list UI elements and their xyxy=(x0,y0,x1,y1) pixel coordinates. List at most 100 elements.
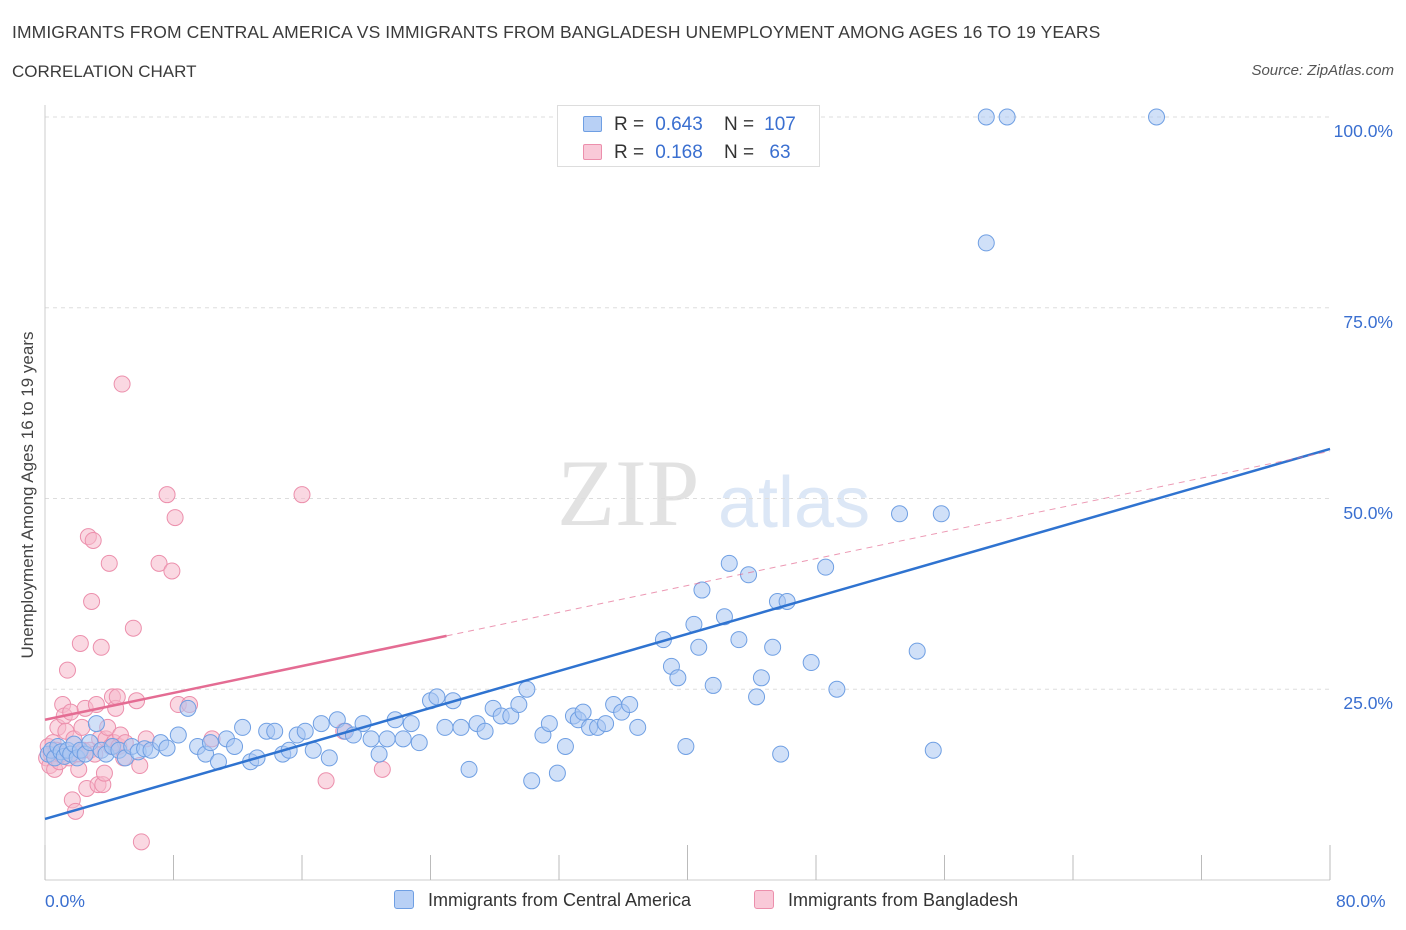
central-america-point xyxy=(802,654,820,672)
bangladesh-trend-extension xyxy=(446,450,1331,637)
central-america-point xyxy=(226,737,244,755)
pink-swatch xyxy=(583,144,602,160)
bangladesh-point xyxy=(113,375,131,393)
central-america-point xyxy=(523,772,541,790)
central-america-point xyxy=(476,722,494,740)
central-america-point xyxy=(402,715,420,733)
stats-row-bangladesh: R = 0.168 N = 63 xyxy=(558,138,819,166)
y-tick-label: 75.0% xyxy=(1343,311,1393,332)
bangladesh-point xyxy=(95,764,113,782)
bangladesh-point xyxy=(373,760,391,778)
legend-label: Immigrants from Central America xyxy=(428,890,692,910)
n-value: 63 xyxy=(769,142,791,163)
bangladesh-point xyxy=(100,554,118,572)
watermark-zip: ZIP xyxy=(557,440,700,546)
central-america-point xyxy=(908,642,926,660)
central-america-point xyxy=(320,749,338,767)
central-america-point xyxy=(548,764,566,782)
x-tick-min: 0.0% xyxy=(45,891,85,911)
central-america-point xyxy=(87,715,105,733)
central-america-point xyxy=(932,505,950,523)
n-label: N = xyxy=(724,114,755,135)
central-america-point xyxy=(540,715,558,733)
central-america-point xyxy=(977,234,995,252)
bangladesh-point xyxy=(92,638,110,656)
central-america-point xyxy=(764,638,782,656)
bangladesh-point xyxy=(84,531,102,549)
source-note: Source: ZipAtlas.com xyxy=(1251,62,1394,79)
central-america-point xyxy=(772,745,790,763)
bangladesh-points xyxy=(38,375,391,851)
central-america-point xyxy=(730,631,748,649)
bangladesh-point xyxy=(83,593,101,611)
central-america-point xyxy=(1148,108,1166,126)
central-america-point xyxy=(977,108,995,126)
central-america-point xyxy=(362,730,380,748)
central-america-point xyxy=(924,741,942,759)
central-america-points xyxy=(39,108,1166,790)
chart-title: IMMIGRANTS FROM CENTRAL AMERICA VS IMMIG… xyxy=(12,22,1101,42)
central-america-point xyxy=(394,730,412,748)
central-america-point xyxy=(704,676,722,694)
central-america-point xyxy=(370,745,388,763)
y-tick-label: 100.0% xyxy=(1333,121,1393,141)
central-america-point xyxy=(669,669,687,687)
central-america-point xyxy=(998,108,1016,126)
bangladesh-point xyxy=(163,562,181,580)
pink-swatch xyxy=(754,890,774,909)
central-america-point xyxy=(158,739,176,757)
blue-swatch xyxy=(583,116,602,132)
central-america-point xyxy=(428,688,446,706)
y-axis-label: Unemployment Among Ages 16 to 19 years xyxy=(18,331,37,659)
central-america-point xyxy=(597,715,615,733)
y-tick-label: 25.0% xyxy=(1343,693,1393,714)
central-america-point xyxy=(410,734,428,752)
central-america-point xyxy=(621,696,639,714)
bangladesh-point xyxy=(293,486,311,504)
central-america-point xyxy=(556,737,574,755)
central-america-point xyxy=(266,722,284,740)
central-america-point xyxy=(378,730,396,748)
y-tick-label: 50.0% xyxy=(1343,502,1393,523)
bangladesh-point xyxy=(132,833,150,851)
central-america-point xyxy=(740,566,758,584)
stats-row-central-america: R = 0.643 N = 107 xyxy=(558,110,819,138)
bangladesh-point xyxy=(73,718,91,736)
central-america-point xyxy=(693,581,711,599)
gridlines xyxy=(45,116,1330,690)
central-america-point xyxy=(201,734,219,752)
watermark-atlas: atlas xyxy=(718,463,870,543)
central-america-point xyxy=(460,760,478,778)
central-america-point xyxy=(510,696,528,714)
central-america-point xyxy=(629,718,647,736)
blue-swatch xyxy=(394,890,414,909)
central-america-point xyxy=(720,554,738,572)
watermark: ZIP atlas xyxy=(557,440,870,546)
central-america-point xyxy=(436,718,454,736)
r-value: 0.643 xyxy=(655,114,703,135)
central-america-point xyxy=(574,703,592,721)
central-america-point xyxy=(304,741,322,759)
bangladesh-point xyxy=(166,509,184,527)
chart-subtitle: CORRELATION CHART xyxy=(12,62,197,81)
bangladesh-point xyxy=(124,619,142,637)
r-value: 0.168 xyxy=(655,142,703,163)
central-america-point xyxy=(234,718,252,736)
legend-label: Immigrants from Bangladesh xyxy=(788,890,1019,910)
bangladesh-point xyxy=(58,661,76,679)
bangladesh-point xyxy=(71,634,89,652)
bangladesh-trend xyxy=(44,634,447,721)
bangladesh-point xyxy=(150,554,168,572)
central-america-point xyxy=(518,680,536,698)
x-tick-max: 80.0% xyxy=(1336,891,1386,911)
central-america-point xyxy=(690,638,708,656)
r-label: R = xyxy=(614,114,645,135)
central-america-trend xyxy=(44,447,1331,821)
central-america-point xyxy=(677,737,695,755)
central-america-point xyxy=(828,680,846,698)
n-label: N = xyxy=(724,142,755,163)
central-america-point xyxy=(296,722,314,740)
central-america-point xyxy=(169,726,187,744)
central-america-point xyxy=(452,718,470,736)
